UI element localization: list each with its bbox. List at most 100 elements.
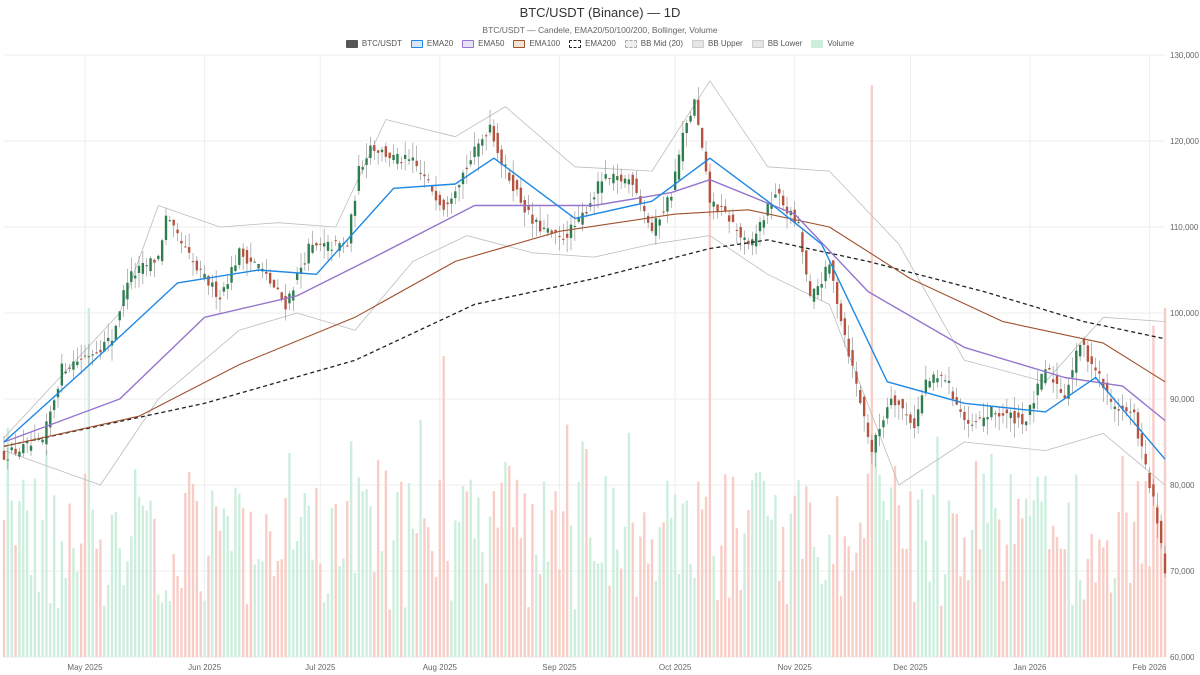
volume-bar xyxy=(427,527,430,657)
volume-bar xyxy=(951,513,955,657)
candle-body xyxy=(901,399,904,409)
candle-body xyxy=(1059,389,1063,393)
volume-bar xyxy=(307,505,310,657)
candle-body xyxy=(195,260,199,271)
candle-body xyxy=(592,197,596,200)
volume-bar xyxy=(149,500,152,657)
y-tick-label: 110,000 xyxy=(1170,223,1199,232)
candle-body xyxy=(1148,472,1151,489)
volume-bar xyxy=(187,472,191,657)
candle-body xyxy=(839,303,843,322)
legend-item-bb_mid[interactable]: BB Mid (20) xyxy=(624,39,683,48)
candle-body xyxy=(284,295,287,310)
candle-body xyxy=(616,176,619,181)
candle-body xyxy=(234,265,237,272)
volume-bar xyxy=(577,481,580,657)
volume-bar xyxy=(191,483,195,657)
volume-bar xyxy=(241,508,245,657)
candle-body xyxy=(25,441,29,444)
volume-bar xyxy=(1109,592,1113,657)
candle-body xyxy=(330,249,334,251)
candle-body xyxy=(812,288,816,302)
volume-bar xyxy=(29,575,33,657)
legend-item-ema200[interactable]: EMA200 xyxy=(569,39,616,48)
volume-bar xyxy=(469,479,472,657)
volume-bar xyxy=(492,491,496,657)
volume-bar xyxy=(288,452,291,657)
candle-body xyxy=(276,287,280,290)
legend-item-ema50[interactable]: EMA50 xyxy=(462,39,504,48)
volume-bar xyxy=(334,504,337,657)
volume-bar xyxy=(562,511,565,657)
candle-body xyxy=(122,290,125,307)
volume-bar xyxy=(739,589,742,657)
volume-bar xyxy=(727,597,731,657)
volume-bar xyxy=(1105,540,1109,657)
candle-body xyxy=(1121,405,1124,409)
candle-body xyxy=(928,381,931,388)
candle-body xyxy=(288,293,291,304)
candle-body xyxy=(457,185,461,188)
volume-bar xyxy=(797,480,800,657)
candle-body xyxy=(920,395,924,414)
candle-body xyxy=(1017,412,1020,418)
volume-bar xyxy=(1024,498,1028,657)
legend-swatch-bb_upper xyxy=(692,39,704,48)
candle-body xyxy=(315,242,318,246)
legend-item-bb_upper[interactable]: BB Upper xyxy=(692,39,743,48)
candle-body xyxy=(824,266,827,282)
volume-bar xyxy=(218,530,222,657)
legend-item-bb_lower[interactable]: BB Lower xyxy=(751,39,802,48)
volume-bar xyxy=(126,561,129,657)
candle-body xyxy=(1132,409,1136,413)
volume-bar xyxy=(920,489,924,657)
candle-body xyxy=(427,179,430,181)
volume-bar xyxy=(1009,474,1012,657)
volume-bar xyxy=(315,487,318,657)
candle-body xyxy=(700,128,704,148)
volume-bar xyxy=(292,549,295,657)
volume-bar xyxy=(484,583,488,657)
volume-bar xyxy=(477,497,480,657)
candle-body xyxy=(357,166,361,191)
volume-bar xyxy=(859,522,862,657)
volume-bar xyxy=(207,555,210,657)
candle-body xyxy=(442,199,445,210)
volume-bar xyxy=(49,603,52,657)
volume-bar xyxy=(712,555,715,657)
legend-item-volume[interactable]: Volume xyxy=(811,39,854,48)
candle-body xyxy=(932,374,935,383)
candle-body xyxy=(450,198,453,204)
volume-bar xyxy=(496,527,499,657)
y-tick-label: 80,000 xyxy=(1170,481,1195,490)
candle-body xyxy=(126,282,129,300)
volume-bar xyxy=(415,533,418,657)
volume-bar xyxy=(461,486,465,657)
volume-bar xyxy=(1102,547,1105,657)
ema20-line xyxy=(3,157,1166,460)
candle-body xyxy=(1125,407,1128,412)
candle-body xyxy=(160,240,164,262)
legend-item-price[interactable]: BTC/USDT xyxy=(345,39,402,48)
volume-bar xyxy=(180,588,183,657)
legend-item-ema100[interactable]: EMA100 xyxy=(513,39,560,48)
candle-body xyxy=(623,178,627,184)
candle-body xyxy=(149,258,152,272)
volume-bar xyxy=(619,568,623,657)
candle-body xyxy=(434,190,438,201)
volume-bar xyxy=(373,572,376,657)
x-tick-label: Jul 2025 xyxy=(305,663,336,672)
legend-item-ema20[interactable]: EMA20 xyxy=(410,39,453,48)
candle-body xyxy=(604,174,607,179)
volume-bar xyxy=(37,591,40,657)
candle-body xyxy=(658,219,661,226)
volume-bar xyxy=(650,539,654,657)
volume-bar xyxy=(199,591,202,657)
legend-label-ema100: EMA100 xyxy=(529,39,561,48)
volume-bar xyxy=(130,536,133,657)
candle-body xyxy=(299,267,303,274)
candle-body xyxy=(882,420,885,428)
candle-body xyxy=(542,227,546,229)
candle-body xyxy=(859,389,862,404)
